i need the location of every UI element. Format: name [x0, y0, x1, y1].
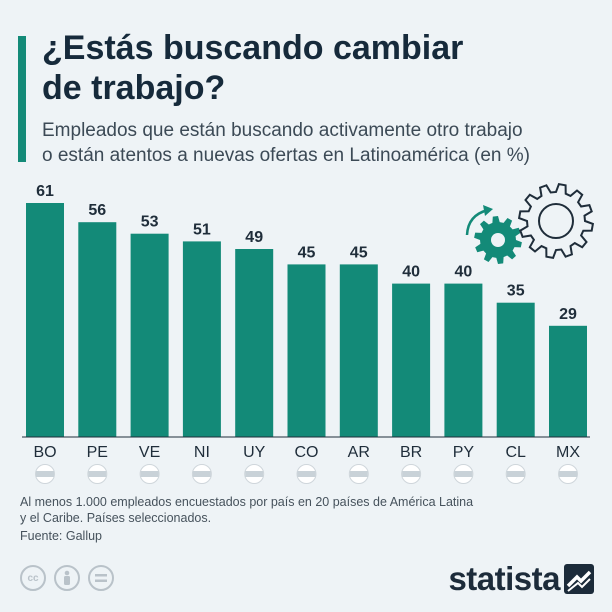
license-icons: cc — [20, 565, 114, 591]
flag-icon-py — [453, 464, 474, 484]
flag-icon-cl — [505, 464, 526, 484]
x-tick-label-uy: UY — [243, 444, 266, 461]
value-label-ve: 53 — [141, 214, 159, 231]
footnote-line-2: y el Caribe. Países seleccionados. — [20, 511, 212, 525]
x-tick-label-ni: NI — [194, 444, 210, 461]
gears-icon — [465, 182, 595, 264]
bar-ve — [130, 233, 169, 437]
attribution-icon[interactable] — [54, 565, 80, 591]
bar-mx — [549, 325, 587, 437]
x-tick-label-pe: PE — [87, 444, 108, 461]
page-subtitle: Empleados que están buscando activamente… — [42, 118, 597, 168]
x-tick-label-bo: BO — [33, 444, 56, 461]
x-tick-label-ar: AR — [348, 444, 370, 461]
statista-logo-icon — [564, 564, 594, 594]
flag-icon-ve — [139, 464, 160, 484]
value-label-uy: 49 — [245, 229, 263, 246]
cc-icon[interactable]: cc — [20, 565, 46, 591]
page-title: ¿Estás buscando cambiar de trabajo? — [42, 28, 582, 108]
bar-bo — [26, 203, 64, 437]
bar-cl — [496, 302, 535, 437]
flag-icon-ni — [191, 464, 212, 484]
value-label-mx: 29 — [559, 306, 577, 323]
x-tick-label-cl: CL — [505, 444, 526, 461]
flag-icon-pe — [87, 464, 108, 484]
value-label-ni: 51 — [193, 221, 211, 238]
x-tick-label-br: BR — [400, 444, 422, 461]
bar-br — [392, 283, 431, 437]
bar-co — [287, 264, 326, 437]
title-line-2: de trabajo? — [42, 69, 226, 107]
bar-ni — [182, 241, 221, 437]
value-label-co: 45 — [298, 244, 316, 261]
footnote-line-1: Al menos 1.000 empleados encuestados por… — [20, 495, 474, 509]
flag-icon-ar — [348, 464, 369, 484]
bar-pe — [78, 222, 117, 437]
value-label-pe: 56 — [88, 202, 106, 219]
title-accent-bar — [18, 36, 26, 162]
brand-name: statista — [448, 560, 560, 597]
flag-icon-mx — [558, 464, 578, 484]
subtitle-line-1: Empleados que están buscando activamente… — [42, 120, 523, 141]
source-text: Fuente: Gallup — [20, 529, 102, 543]
value-label-br: 40 — [402, 264, 420, 281]
x-tick-label-mx: MX — [556, 444, 580, 461]
value-label-ar: 45 — [350, 244, 368, 261]
no-derivatives-icon[interactable] — [88, 565, 114, 591]
bar-ar — [339, 264, 378, 437]
title-line-1: ¿Estás buscando cambiar — [42, 29, 464, 67]
x-tick-label-co: CO — [295, 444, 319, 461]
bar-chart: 61 56 53 51 49 45 45 40 40 35 29 BO PE VE NI UY CO AR BR P… — [22, 182, 595, 484]
x-tick-label-ve: VE — [139, 444, 160, 461]
flag-icon-bo — [35, 464, 55, 484]
value-label-py: 40 — [455, 264, 473, 281]
bar-py — [444, 283, 483, 437]
flag-icon-br — [401, 464, 422, 484]
subtitle-line-2: o están atentos a nuevas ofertas en Lati… — [42, 145, 530, 166]
value-label-bo: 61 — [36, 183, 54, 200]
statista-brand[interactable]: statista — [448, 560, 594, 598]
flag-icon-co — [296, 464, 317, 484]
flag-icon-uy — [244, 464, 265, 484]
bar-uy — [235, 249, 274, 437]
value-label-cl: 35 — [507, 283, 525, 300]
x-tick-label-py: PY — [453, 444, 475, 461]
footnote: Al menos 1.000 empleados encuestados por… — [20, 494, 595, 526]
